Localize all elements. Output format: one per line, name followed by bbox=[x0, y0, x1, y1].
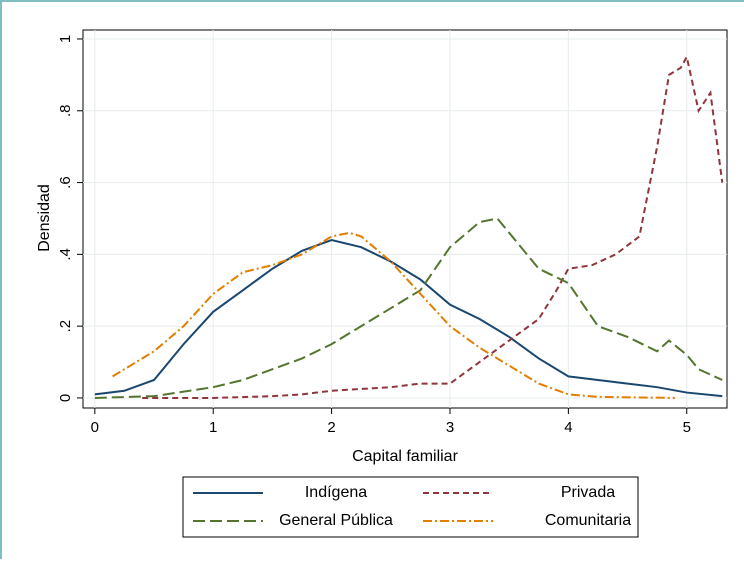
plot-area bbox=[82, 29, 728, 409]
legend-label: Privada bbox=[561, 484, 615, 501]
density-line bbox=[112, 231, 675, 399]
x-axis-title: Capital familiar bbox=[352, 448, 458, 465]
density-line bbox=[142, 54, 724, 399]
x-tick-label: 1 bbox=[209, 419, 217, 436]
y-tick-label: .2 bbox=[57, 320, 74, 333]
legend-label: General Pública bbox=[279, 512, 393, 529]
y-tick-label: 0 bbox=[57, 394, 74, 402]
x-tick-label: 5 bbox=[683, 419, 691, 436]
x-tick-label: 4 bbox=[564, 419, 572, 436]
y-tick-label: 1 bbox=[57, 35, 74, 43]
legend-label: Indígena bbox=[305, 484, 367, 501]
x-tick-label: 0 bbox=[91, 419, 99, 436]
y-tick-label: .4 bbox=[57, 248, 74, 261]
density-line bbox=[94, 217, 723, 399]
x-tick-label: 2 bbox=[327, 419, 335, 436]
x-tick-label: 3 bbox=[446, 419, 454, 436]
density-line bbox=[94, 238, 723, 398]
legend-label: Comunitaria bbox=[545, 512, 631, 529]
y-tick-label: .6 bbox=[57, 176, 74, 189]
legend-box bbox=[182, 476, 639, 538]
y-tick-label: .8 bbox=[57, 105, 74, 118]
y-axis-title: Densidad bbox=[36, 184, 53, 252]
